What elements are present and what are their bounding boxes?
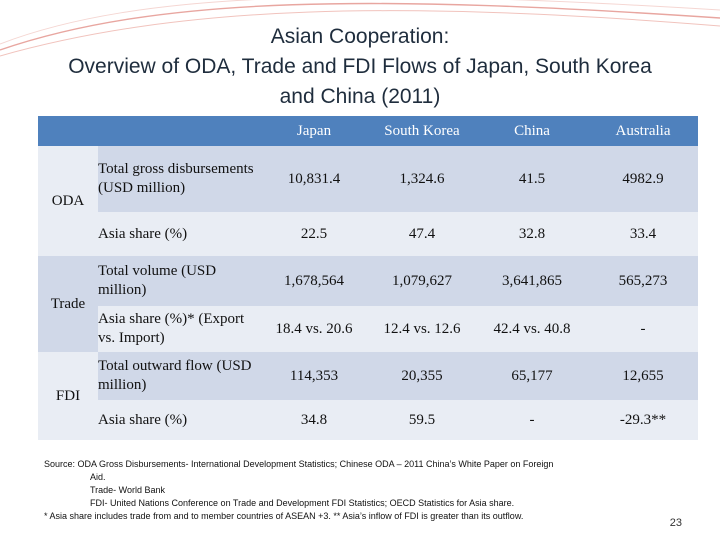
- source-line: Aid.: [90, 472, 106, 482]
- row-label: Asia share (%): [98, 212, 260, 256]
- table-cell: -: [476, 400, 588, 440]
- table-cell: 18.4 vs. 20.6: [260, 306, 368, 352]
- table-cell: 32.8: [476, 212, 588, 256]
- table-cell: 42.4 vs. 40.8: [476, 306, 588, 352]
- flows-table: Japan South Korea China Australia ODA To…: [38, 116, 698, 440]
- column-header-south-korea: South Korea: [368, 116, 476, 146]
- slide-title: Asian Cooperation: Overview of ODA, Trad…: [0, 22, 720, 112]
- source-line: Source: ODA Gross Disbursements- Interna…: [44, 459, 554, 469]
- table-cell: 34.8: [260, 400, 368, 440]
- row-label: Asia share (%): [98, 400, 260, 440]
- column-header-australia: Australia: [588, 116, 698, 146]
- table-cell: 10,831.4: [260, 146, 368, 212]
- table-header-row: Japan South Korea China Australia: [38, 116, 698, 146]
- table-cell: 565,273: [588, 256, 698, 306]
- group-label-fdi: FDI: [38, 352, 98, 440]
- table-row: FDI Total outward flow (USD million) 114…: [38, 352, 698, 440]
- table-cell: 20,355: [368, 352, 476, 400]
- title-line-2: Overview of ODA, Trade and FDI Flows of …: [68, 55, 652, 78]
- row-label: Total outward flow (USD million): [98, 352, 260, 400]
- table-cell: 3,641,865: [476, 256, 588, 306]
- table-row: Trade Total volume (USD million) 1,678,5…: [38, 256, 698, 352]
- group-label-oda: ODA: [38, 146, 98, 256]
- table-cell: 59.5: [368, 400, 476, 440]
- source-line: Trade- World Bank: [90, 485, 166, 495]
- table-row: Asia share (%) 34.8 59.5 - -29.3**: [38, 400, 698, 440]
- table-cell: 1,678,564: [260, 256, 368, 306]
- row-label: Total volume (USD million): [98, 256, 260, 306]
- table-cell: -: [588, 306, 698, 352]
- row-label: Total gross disbursements (USD million): [98, 146, 260, 212]
- page-number: 23: [669, 517, 682, 529]
- table-cell: 114,353: [260, 352, 368, 400]
- title-line-3: and China (2011): [279, 85, 441, 108]
- table-row: Asia share (%)* (Export vs. Import) 18.4…: [38, 306, 698, 352]
- table-cell: 12.4 vs. 12.6: [368, 306, 476, 352]
- decorative-swoosh: [0, 0, 720, 57]
- source-line: FDI- United Nations Conference on Trade …: [90, 498, 515, 508]
- table-cell: -29.3**: [588, 400, 698, 440]
- table-cell: 1,079,627: [368, 256, 476, 306]
- header-blank-cell: [98, 116, 260, 146]
- row-label: Asia share (%)* (Export vs. Import): [98, 306, 260, 352]
- column-header-china: China: [476, 116, 588, 146]
- table-cell: 1,324.6: [368, 146, 476, 212]
- table-cell: 65,177: [476, 352, 588, 400]
- table-row: ODA Total gross disbursements (USD milli…: [38, 146, 698, 256]
- group-label-trade: Trade: [38, 256, 98, 352]
- footnote-line: * Asia share includes trade from and to …: [44, 511, 524, 521]
- column-header-japan: Japan: [260, 116, 368, 146]
- header-blank-cell: [38, 116, 98, 146]
- table-cell: 33.4: [588, 212, 698, 256]
- table-cell: 12,655: [588, 352, 698, 400]
- table-row: Asia share (%) 22.5 47.4 32.8 33.4: [38, 212, 698, 256]
- source-notes: Source: ODA Gross Disbursements- Interna…: [44, 458, 664, 523]
- table-cell: 4982.9: [588, 146, 698, 212]
- title-line-1: Asian Cooperation:: [270, 25, 450, 48]
- table-cell: 22.5: [260, 212, 368, 256]
- table-cell: 41.5: [476, 146, 588, 212]
- table-cell: 47.4: [368, 212, 476, 256]
